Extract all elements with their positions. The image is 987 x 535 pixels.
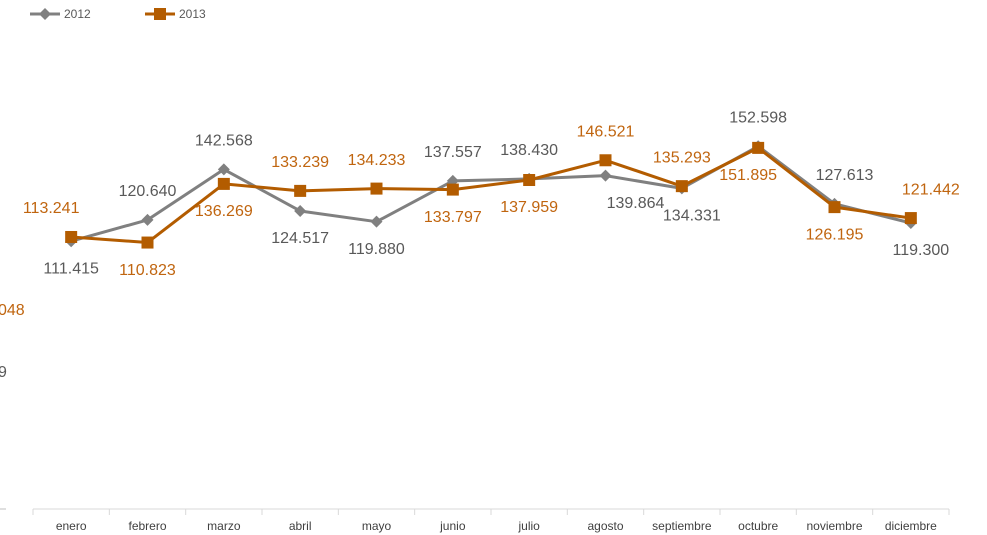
data-label: 121.442: [902, 181, 960, 198]
data-label: 137.959: [500, 199, 558, 216]
x-tick-label: marzo: [207, 519, 241, 533]
data-label: 146.521: [577, 123, 635, 140]
data-label: 110.823: [119, 262, 176, 279]
data-point: [752, 141, 765, 154]
data-point: [599, 154, 612, 167]
annotation: 9: [0, 364, 7, 381]
data-point: [904, 212, 917, 225]
data-point: [65, 230, 78, 243]
data-point: [370, 215, 383, 228]
x-tick-label: diciembre: [885, 519, 937, 533]
x-tick-label: mayo: [362, 519, 392, 533]
x-tick-label: septiembre: [652, 519, 712, 533]
data-label: 119.880: [348, 241, 405, 258]
data-label: 134.233: [348, 152, 406, 169]
data-point: [217, 163, 230, 176]
annotation: 048: [0, 302, 25, 319]
data-point: [294, 204, 307, 217]
legend-marker: [154, 8, 166, 20]
legend-label: 2013: [179, 7, 206, 21]
legend-label: 2012: [64, 7, 91, 21]
data-label: 151.895: [719, 167, 777, 184]
data-label: 135.293: [653, 149, 711, 166]
legend-marker: [39, 8, 51, 20]
data-point: [294, 184, 307, 197]
x-tick-label: junio: [439, 519, 466, 533]
data-point: [599, 169, 612, 182]
data-label: 137.557: [424, 144, 482, 161]
data-point: [523, 174, 536, 187]
data-point: [370, 182, 383, 195]
data-point: [446, 183, 459, 196]
data-label: 127.613: [816, 167, 874, 184]
data-point: [141, 236, 154, 249]
data-point: [217, 177, 230, 190]
data-label: 142.568: [195, 133, 253, 150]
data-label: 119.300: [893, 242, 950, 259]
series-line: [71, 146, 912, 245]
x-tick-label: julio: [517, 519, 540, 533]
data-label: 124.517: [271, 230, 329, 247]
data-label: 120.640: [119, 183, 177, 200]
data-point: [141, 213, 154, 226]
data-point: [828, 201, 841, 214]
series-line: [70, 144, 912, 243]
data-label: 136.269: [195, 203, 253, 220]
data-label: 113.241: [23, 200, 80, 217]
data-label: 133.239: [271, 154, 329, 171]
data-label: 139.864: [607, 195, 665, 212]
data-point: [675, 180, 688, 193]
x-tick-label: octubre: [738, 519, 778, 533]
x-tick-label: agosto: [587, 519, 623, 533]
x-tick-label: enero: [56, 519, 87, 533]
x-tick-label: febrero: [128, 519, 166, 533]
data-label: 138.430: [500, 142, 558, 159]
data-label: 111.415: [43, 260, 99, 277]
data-label: 133.797: [424, 209, 482, 226]
data-label: 126.195: [806, 226, 864, 243]
x-tick-label: abril: [289, 519, 312, 533]
data-label: 152.598: [729, 109, 787, 126]
data-label: 134.331: [663, 208, 721, 225]
x-tick-label: noviembre: [806, 519, 862, 533]
